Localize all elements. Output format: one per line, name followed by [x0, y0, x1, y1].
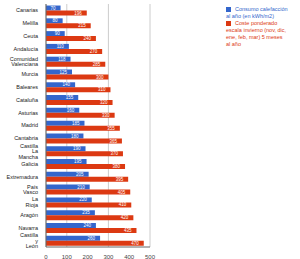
svg-text:435: 435 — [124, 228, 132, 233]
svg-text:Ceuta: Ceuta — [23, 33, 39, 39]
svg-text:Extremadura: Extremadura — [8, 174, 39, 180]
svg-text:240: 240 — [83, 36, 91, 41]
svg-text:365: 365 — [109, 139, 117, 144]
svg-text:80: 80 — [53, 18, 59, 23]
svg-text:Madrid: Madrid — [21, 122, 38, 128]
svg-text:210: 210 — [77, 185, 85, 190]
svg-text:CastillaLaMancha: CastillaLaMancha — [18, 143, 39, 160]
svg-text:70: 70 — [51, 6, 57, 11]
svg-text:470: 470 — [131, 241, 139, 246]
svg-text:90: 90 — [55, 31, 61, 36]
svg-text:Navarra: Navarra — [18, 225, 39, 231]
svg-text:Galicia: Galicia — [21, 161, 39, 167]
svg-text:PaísVasco: PaísVasco — [23, 184, 38, 196]
svg-text:Murcia: Murcia — [21, 71, 38, 77]
svg-text:155: 155 — [66, 95, 74, 100]
svg-text:395: 395 — [116, 177, 124, 182]
svg-text:400: 400 — [124, 254, 135, 259]
svg-text:215: 215 — [78, 23, 86, 28]
svg-text:310: 310 — [98, 87, 106, 92]
svg-text:Andalucía: Andalucía — [14, 46, 39, 52]
html-text:Coste ponderado escala inviern: Coste ponderado escala invierno (nov, di… — [226, 20, 287, 47]
svg-text:405: 405 — [118, 190, 126, 195]
svg-text:300: 300 — [96, 75, 104, 80]
svg-text:380: 380 — [113, 164, 121, 169]
svg-text:LaRioja: LaRioja — [25, 196, 38, 208]
svg-text:118: 118 — [58, 57, 66, 62]
svg-text:410: 410 — [119, 202, 127, 207]
svg-text:195: 195 — [74, 159, 82, 164]
svg-text:200: 200 — [83, 254, 94, 259]
svg-text:190: 190 — [73, 146, 81, 151]
svg-text:ComunidadValenciana: ComunidadValenciana — [10, 56, 39, 68]
svg-text:196: 196 — [74, 11, 82, 16]
svg-text:240: 240 — [83, 223, 91, 228]
html-text:Consumo calefacción al año (en: Consumo calefacción al año (en kWh/m2) — [226, 6, 288, 19]
svg-text:Cantabria: Cantabria — [14, 135, 39, 141]
svg-text:140: 140 — [63, 82, 71, 87]
svg-text:180: 180 — [71, 134, 79, 139]
svg-text:330: 330 — [102, 113, 110, 118]
svg-text:220: 220 — [79, 197, 87, 202]
svg-text:160: 160 — [67, 108, 75, 113]
svg-text:260: 260 — [88, 236, 96, 241]
svg-text:Asturias: Asturias — [18, 110, 38, 116]
svg-text:185: 185 — [72, 121, 80, 126]
svg-text:Baleares: Baleares — [16, 84, 38, 90]
svg-text:Canarias: Canarias — [16, 7, 38, 13]
svg-text:285: 285 — [93, 62, 101, 67]
svg-text:CastillayLeón: CastillayLeón — [20, 232, 39, 249]
svg-text:300: 300 — [103, 254, 114, 259]
svg-text:205: 205 — [76, 172, 84, 177]
svg-text:355: 355 — [107, 126, 115, 131]
svg-text:370: 370 — [110, 151, 118, 156]
svg-text:270: 270 — [90, 49, 98, 54]
svg-text:500: 500 — [145, 254, 156, 259]
svg-text:100: 100 — [62, 254, 73, 259]
svg-text:0: 0 — [44, 254, 48, 259]
svg-text:Cataluña: Cataluña — [16, 97, 39, 103]
svg-text:Melilla: Melilla — [22, 20, 39, 26]
svg-text:125: 125 — [59, 70, 67, 75]
svg-text:110: 110 — [57, 44, 65, 49]
svg-text:235: 235 — [82, 210, 90, 215]
svg-text:420: 420 — [121, 215, 129, 220]
svg-text:Aragón: Aragón — [20, 212, 38, 218]
svg-text:320: 320 — [100, 100, 108, 105]
